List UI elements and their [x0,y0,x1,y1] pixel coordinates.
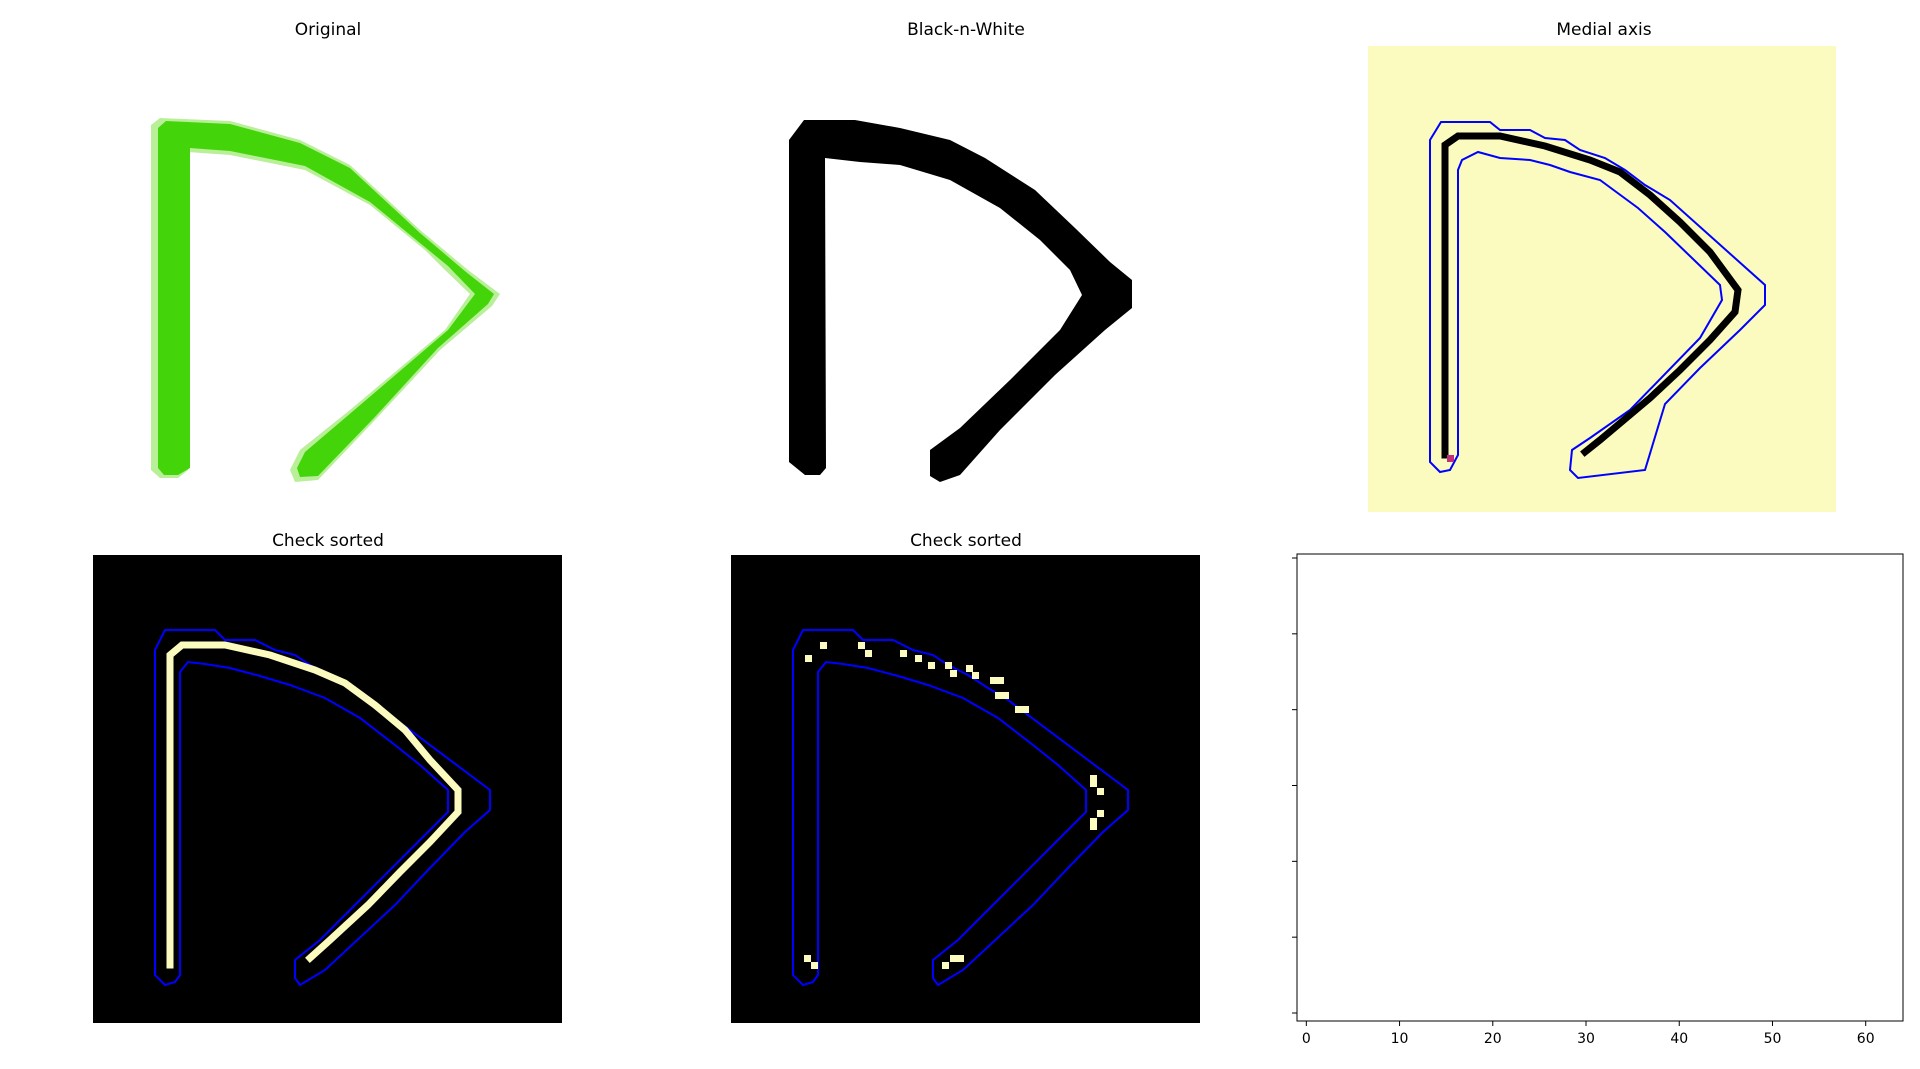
check-sorted-1-background [93,555,562,1023]
x-tick-label-60: 60 [1857,1031,1875,1047]
panel-original [151,118,500,482]
title-check-sorted-1: Check sorted [272,531,384,551]
panel-medial-axis [1368,46,1836,512]
x-tick-label-0: 0 [1302,1031,1311,1047]
stroke-bw [789,120,1132,482]
title-check-sorted-2: Check sorted [910,531,1022,551]
medial-axis-contour [1429,121,1766,480]
check-sorted-2-pixels [804,642,1104,969]
check-sorted-2-contour [792,629,1129,987]
panel-black-n-white [789,120,1132,482]
x-tick-label-20: 20 [1484,1031,1502,1047]
x-tick-label-40: 40 [1670,1031,1688,1047]
stroke-core-original [158,121,494,477]
empty-axes-frame [1296,553,1904,1022]
title-medial-axis: Medial axis [1556,20,1652,40]
panel-empty-axes: 0 10 20 30 40 50 60 [1292,553,1904,1047]
medial-axis-skeleton [1441,132,1742,459]
title-original: Original [294,20,362,40]
x-tick-label-50: 50 [1764,1031,1782,1047]
x-tick-label-30: 30 [1577,1031,1595,1047]
title-black-n-white: Black-n-White [907,20,1025,40]
panel-check-sorted-1 [93,555,562,1023]
check-sorted-1-pixels [166,641,462,969]
panel-check-sorted-2 [731,555,1200,1023]
check-sorted-2-background [731,555,1200,1023]
x-tick-label-10: 10 [1391,1031,1409,1047]
medial-axis-endpoint [1447,455,1454,462]
